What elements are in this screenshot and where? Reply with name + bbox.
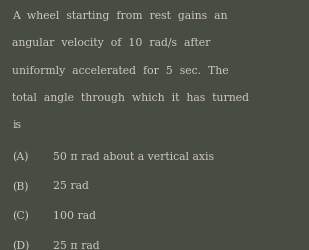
Text: (A): (A) <box>12 151 29 162</box>
Text: is: is <box>12 119 21 129</box>
Text: (C): (C) <box>12 210 29 220</box>
Text: 100 rad: 100 rad <box>53 210 95 220</box>
Text: 25 rad: 25 rad <box>53 181 88 191</box>
Text: (D): (D) <box>12 240 30 250</box>
Text: total  angle  through  which  it  has  turned: total angle through which it has turned <box>12 92 249 102</box>
Text: 25 π rad: 25 π rad <box>53 240 99 250</box>
Text: (B): (B) <box>12 181 29 191</box>
Text: A  wheel  starting  from  rest  gains  an: A wheel starting from rest gains an <box>12 11 228 21</box>
Text: angular  velocity  of  10  rad/s  after: angular velocity of 10 rad/s after <box>12 38 211 48</box>
Text: 50 π rad about a vertical axis: 50 π rad about a vertical axis <box>53 151 214 161</box>
Text: uniformly  accelerated  for  5  sec.  The: uniformly accelerated for 5 sec. The <box>12 65 229 75</box>
